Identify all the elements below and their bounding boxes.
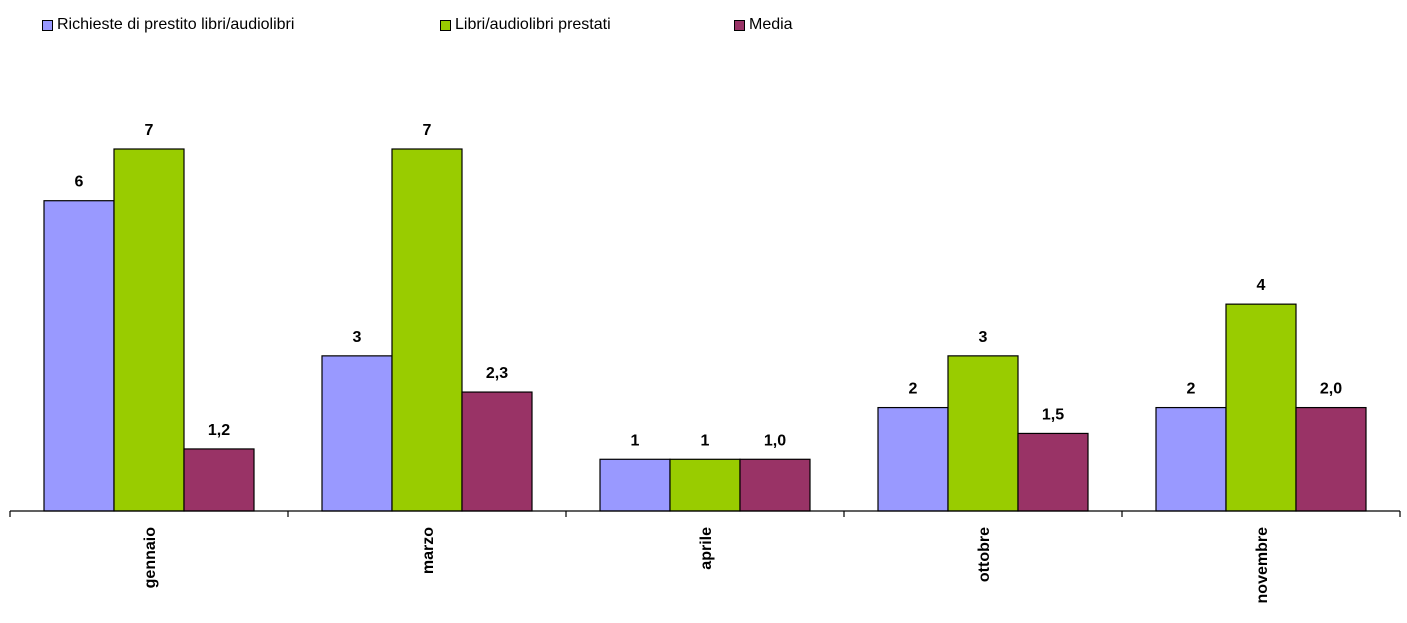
bar-novembre-series-1	[1225, 303, 1297, 512]
data-label-ottobre-series-2: 1,5	[1042, 406, 1064, 423]
bar-novembre-series-2	[1295, 406, 1367, 512]
data-label-marzo-series-0: 3	[353, 329, 362, 346]
data-label-ottobre-series-0: 2	[909, 381, 918, 398]
data-label-marzo-series-1: 7	[423, 122, 432, 139]
data-label-aprile-series-0: 1	[631, 432, 640, 449]
legend-label-prestati: Libri/audiolibri prestati	[455, 16, 611, 33]
bar-ottobre-series-2	[1017, 432, 1089, 512]
x-tick-label-ottobre: ottobre	[976, 527, 993, 582]
data-label-ottobre-series-1: 3	[979, 329, 988, 346]
bar-ottobre-series-1	[947, 355, 1019, 512]
legend-label-media: Media	[749, 16, 793, 33]
bar-gennaio-series-1	[113, 148, 185, 512]
bar-aprile-series-1	[669, 458, 741, 512]
data-label-gennaio-series-1: 7	[145, 122, 154, 139]
x-tick-label-novembre: novembre	[1254, 527, 1271, 604]
data-label-aprile-series-1: 1	[701, 432, 710, 449]
legend-swatch-media	[734, 19, 745, 31]
x-tick-label-gennaio: gennaio	[142, 527, 159, 589]
data-label-novembre-series-0: 2	[1187, 381, 1196, 398]
legend-label-richieste: Richieste di prestito libri/audiolibri	[57, 16, 295, 33]
bar-aprile-series-0	[599, 458, 671, 512]
bar-gennaio-series-2	[183, 448, 255, 512]
data-label-novembre-series-1: 4	[1257, 277, 1266, 294]
x-tick-label-aprile: aprile	[698, 527, 715, 570]
legend-item-media: Media	[734, 16, 793, 34]
bar-novembre-series-0	[1155, 406, 1227, 512]
bar-marzo-series-0	[321, 355, 393, 512]
bar-aprile-series-2	[739, 458, 811, 512]
data-label-aprile-series-2: 1,0	[764, 432, 786, 449]
data-label-marzo-series-2: 2,3	[486, 365, 508, 382]
x-tick-label-marzo: marzo	[420, 527, 437, 574]
bar-marzo-series-1	[391, 148, 463, 512]
bar-gennaio-series-0	[43, 200, 115, 512]
data-label-gennaio-series-2: 1,2	[208, 422, 230, 439]
legend-swatch-richieste	[42, 19, 53, 31]
bar-marzo-series-2	[461, 391, 533, 512]
legend-swatch-prestati	[440, 19, 451, 31]
legend-item-prestati: Libri/audiolibri prestati	[440, 16, 611, 34]
data-label-novembre-series-2: 2,0	[1320, 381, 1342, 398]
legend-item-richieste: Richieste di prestito libri/audiolibri	[42, 16, 294, 34]
bar-ottobre-series-0	[877, 406, 949, 512]
data-label-gennaio-series-0: 6	[75, 174, 84, 191]
